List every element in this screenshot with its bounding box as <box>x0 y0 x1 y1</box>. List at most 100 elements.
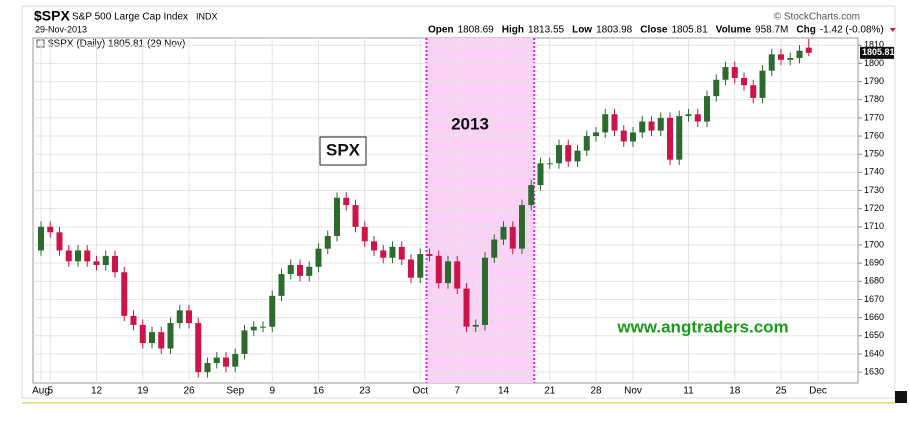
candle-body <box>306 266 313 276</box>
annotation: 2013 <box>451 114 489 133</box>
candle-body <box>112 255 118 273</box>
last-price: 1805.81 <box>862 47 895 57</box>
candle-body <box>343 197 350 206</box>
symbol: $SPX <box>34 8 70 24</box>
last-price-box <box>860 46 894 59</box>
quote-label: Volume <box>716 25 752 36</box>
candle-body <box>472 324 479 327</box>
y-tick-label: 1730 <box>864 185 884 195</box>
candle-body <box>269 295 276 327</box>
x-tick-label: 19 <box>137 386 149 397</box>
y-tick-label: 1710 <box>864 221 884 231</box>
candle-body <box>602 114 609 133</box>
candle-body <box>546 163 553 165</box>
candle-body <box>565 145 572 162</box>
x-tick-label: 23 <box>359 386 371 397</box>
y-tick-label: 1690 <box>864 258 884 268</box>
y-tick-label: 1680 <box>864 276 884 286</box>
candle-body <box>417 254 424 278</box>
quote-label: High <box>502 25 524 36</box>
candle-body <box>195 323 202 373</box>
candle-body <box>250 326 257 331</box>
x-tick-label: Sep <box>226 386 244 397</box>
candle-body <box>463 288 470 327</box>
candle-body <box>704 96 710 122</box>
candle-body <box>158 332 165 349</box>
y-tick-label: 1760 <box>864 130 884 140</box>
candle-body <box>787 57 794 60</box>
candle-body <box>260 326 266 328</box>
index-name: S&P 500 Large Cap Index <box>72 12 188 23</box>
candle-body <box>796 50 803 58</box>
quote-label: Chg <box>796 25 815 36</box>
y-tick-label: 1660 <box>864 312 884 322</box>
quote-value: 958.7M <box>755 25 788 36</box>
candle-body <box>176 310 183 324</box>
corner-mark <box>895 391 907 403</box>
y-tick-label: 1650 <box>864 330 884 340</box>
candle-body <box>491 239 498 258</box>
x-tick-label: 21 <box>544 386 556 397</box>
y-tick-label: 1670 <box>864 294 884 304</box>
x-tick-label: 9 <box>269 386 275 397</box>
candle-body <box>139 324 146 344</box>
candle-body <box>223 357 229 367</box>
candle-body <box>65 250 72 262</box>
candle-body <box>75 250 81 262</box>
candle-body <box>241 330 248 354</box>
candle-body <box>648 121 655 131</box>
x-tick-label: 18 <box>729 386 741 397</box>
candle-body <box>722 67 729 80</box>
candle-body <box>620 130 627 142</box>
x-tick-label: 14 <box>498 386 510 397</box>
candle-body <box>685 114 692 117</box>
candle-body <box>454 261 461 289</box>
candle-body <box>56 232 63 251</box>
date: 29-Nov-2013 <box>35 24 87 34</box>
candle-body <box>500 226 507 240</box>
candle-body <box>287 264 294 275</box>
annotation: SPX <box>326 140 361 159</box>
candle-body <box>297 264 303 276</box>
candle-body <box>371 241 377 251</box>
candle-body <box>694 114 701 122</box>
candle-body <box>389 246 396 258</box>
candle-body <box>639 121 646 133</box>
y-tick-label: 1790 <box>864 76 884 86</box>
x-tick-label: 25 <box>775 386 787 397</box>
x-tick-label: 16 <box>313 386 325 397</box>
candle-body <box>583 136 590 151</box>
candle-body <box>38 226 44 251</box>
annotation: www.angtraders.com <box>616 317 788 336</box>
candle-body <box>204 363 211 373</box>
y-tick-label: 1640 <box>864 348 884 358</box>
quote-value: 1808.69 <box>458 25 495 36</box>
x-tick-label: 28 <box>590 386 602 397</box>
y-tick-label: 1740 <box>864 167 884 177</box>
quote-value: 1805.81 <box>671 25 708 36</box>
candle-body <box>352 205 359 227</box>
candle-body <box>611 114 618 131</box>
candle-body <box>805 47 812 53</box>
candle-body <box>426 254 433 256</box>
candle-body <box>630 132 636 142</box>
quote-value: 1803.98 <box>596 25 633 36</box>
candle-body <box>167 323 174 349</box>
x-tick-label: Oct <box>412 386 428 397</box>
y-tick-label: 1700 <box>864 239 884 249</box>
candle-body <box>509 226 516 249</box>
candle-body <box>676 116 683 160</box>
candle-body <box>731 67 738 78</box>
candle-body <box>398 246 405 260</box>
x-tick-label: 12 <box>91 386 103 397</box>
candle-body <box>537 163 544 186</box>
exchange: INDX <box>196 11 218 21</box>
quote-label: Open <box>428 25 454 36</box>
candle-body <box>102 255 109 265</box>
candle-body <box>750 85 757 98</box>
candle-body <box>713 79 720 97</box>
candle-body <box>380 250 387 258</box>
quote-value: -1.42 (-0.08%) <box>820 25 884 36</box>
x-tick-label: 5 <box>47 386 53 397</box>
